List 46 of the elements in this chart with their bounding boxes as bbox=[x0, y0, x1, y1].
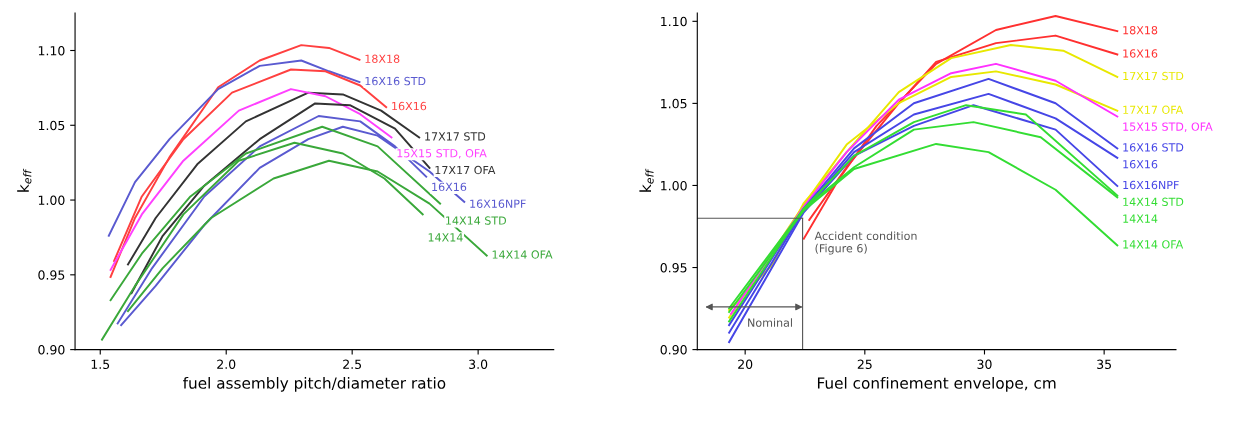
series-label: 16X16 STD bbox=[365, 76, 426, 86]
series-label: 14X14 STD bbox=[446, 216, 507, 225]
y-tick-label: 1.00 bbox=[661, 180, 687, 191]
x-tick-label: 2.0 bbox=[217, 359, 236, 369]
series-label: 18X18 bbox=[1123, 25, 1158, 35]
series-label: 17X17 OFA bbox=[1123, 105, 1184, 114]
series-label: 17X17 OFA bbox=[435, 165, 496, 175]
x-tick-label: 35 bbox=[1097, 359, 1111, 369]
x-tick-label: 20 bbox=[738, 359, 753, 369]
series-label: 16X16 bbox=[432, 182, 467, 192]
series-label: 15X15 STD, OFA bbox=[1123, 122, 1213, 132]
y-tick-label: 1.00 bbox=[38, 195, 65, 205]
y-tick-label: 1.05 bbox=[661, 98, 687, 109]
series-label: 14X14 bbox=[1123, 214, 1158, 223]
x-axis-title: Fuel confinement envelope, cm bbox=[817, 376, 1056, 392]
x-axis-title: fuel assembly pitch/diameter ratio bbox=[183, 376, 446, 392]
series-label: 14X14 OFA bbox=[1123, 240, 1184, 249]
x-tick-label: 3.0 bbox=[469, 359, 488, 369]
y-tick-label: 1.05 bbox=[38, 120, 65, 131]
ref-line-label: Accident condition (Figure 6) bbox=[814, 231, 917, 255]
series-label: 16X16 bbox=[392, 101, 427, 111]
y-tick-label: 0.95 bbox=[38, 270, 65, 280]
y-tick-label: 1.10 bbox=[38, 45, 65, 56]
series-label: 16X16NPF bbox=[470, 199, 526, 208]
y-tick-label: 0.90 bbox=[38, 345, 65, 355]
series-label: 17X17 STD bbox=[425, 132, 486, 141]
series-label: 17X17 STD bbox=[1123, 71, 1184, 81]
x-tick-label: 30 bbox=[977, 359, 992, 369]
series-label: 14X14 STD bbox=[1123, 197, 1184, 206]
series-label: 16X16 STD bbox=[1123, 143, 1184, 152]
series-label: 18X18 bbox=[365, 54, 400, 63]
annotation: Nominal bbox=[748, 318, 792, 327]
y-tick-label: 0.90 bbox=[660, 345, 687, 355]
series-label: 15X15 STD, OFA bbox=[397, 149, 487, 159]
y-tick-label: 0.95 bbox=[660, 263, 687, 273]
x-tick-label: 2.5 bbox=[343, 359, 362, 369]
y-axis-title: k$_{eff}$ bbox=[639, 168, 654, 192]
x-tick-label: 25 bbox=[857, 359, 872, 369]
series-label: 14X14 OFA bbox=[492, 250, 553, 259]
x-tick-label: 1.5 bbox=[91, 359, 110, 369]
y-tick-label: 1.10 bbox=[661, 16, 687, 27]
series-label: 16X16NPF bbox=[1123, 180, 1179, 190]
y-axis-title: k$_{eff}$ bbox=[17, 168, 32, 192]
series-label: 14X14 bbox=[428, 233, 463, 242]
series-label: 16X16 bbox=[1123, 49, 1158, 58]
series-label: 16X16 bbox=[1123, 160, 1158, 169]
